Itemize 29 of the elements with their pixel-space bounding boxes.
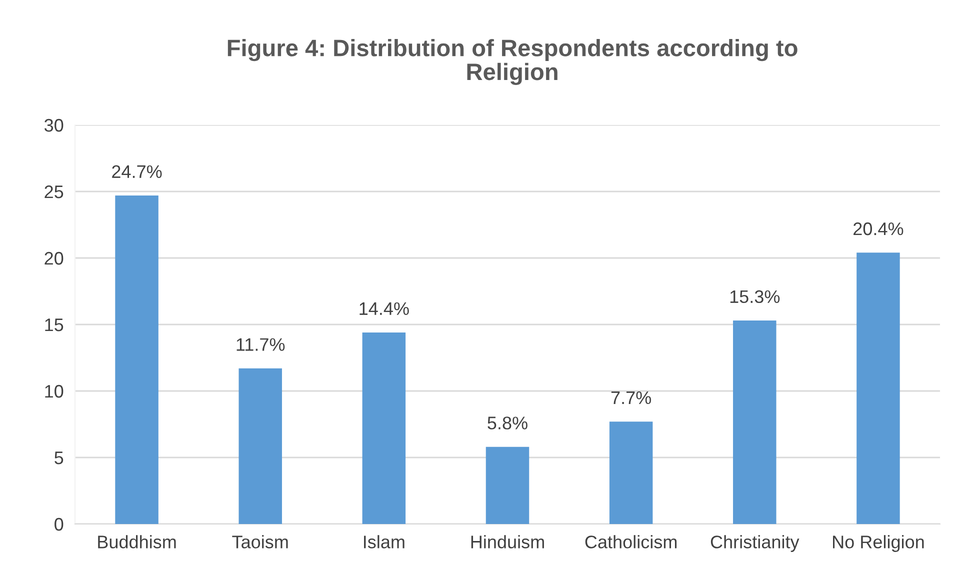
data-label: 11.7% (236, 338, 285, 351)
bar (733, 320, 776, 524)
data-label: 7.7% (611, 391, 652, 404)
y-tick-label: 5 (54, 452, 64, 464)
x-tick-label: Christianity (710, 535, 800, 552)
y-tick-label: 30 (44, 118, 64, 132)
bar (856, 252, 900, 524)
x-tick-label: Hinduism (471, 535, 544, 548)
data-label: 5.8% (488, 416, 528, 430)
x-tick-label: Catholicism (585, 535, 677, 548)
data-label: 15.3% (730, 290, 780, 304)
y-tick-label: 25 (44, 185, 64, 198)
y-tick-label: 15 (45, 318, 64, 332)
data-label: 24.7% (112, 165, 162, 178)
x-tick-label: Buddhism (98, 535, 176, 548)
bar (115, 195, 158, 524)
bar (486, 446, 530, 524)
y-tick-label: 20 (44, 252, 64, 265)
bar (238, 368, 282, 524)
data-label: 14.4% (360, 302, 409, 315)
x-tick-label: No Religion (833, 535, 924, 552)
x-tick-label: Taoism (232, 535, 288, 548)
y-tick-label: 0 (54, 518, 64, 531)
data-label: 20.4% (854, 222, 904, 236)
bar (609, 422, 653, 524)
bar (362, 332, 406, 524)
x-tick-label: Islam (364, 535, 404, 548)
chart-title: Figure 4: Distribution of Respondents according to Religion (228, 39, 798, 85)
y-tick-label: 10 (45, 384, 64, 398)
